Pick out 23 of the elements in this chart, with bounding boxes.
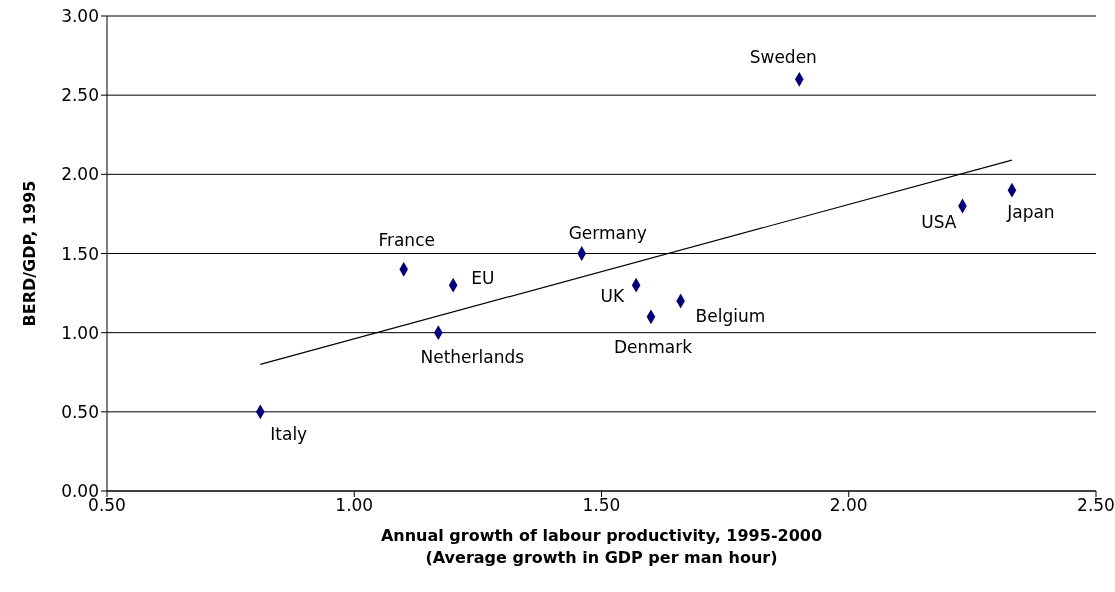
y-tick-label: 1.50 (61, 243, 99, 264)
x-tick-label: 1.50 (582, 495, 621, 516)
x-tick-label: 2.00 (829, 495, 868, 516)
x-tick-label: 1.00 (335, 495, 374, 516)
x-axis-title: Annual growth of labour productivity, 1995-2000 (Average growth in GDP per man hour) (380, 526, 823, 567)
annotation: Japan (1006, 202, 1055, 223)
y-tick-label: 3.00 (61, 6, 99, 27)
annotation: EU (471, 268, 495, 289)
y-tick-label: 0.50 (61, 401, 99, 422)
annotation: UK (600, 286, 625, 307)
annotation: USA (921, 212, 957, 232)
x-tick-label: 2.50 (1077, 495, 1115, 516)
annotation: Belgium (695, 306, 766, 326)
y-tick-label: 1.00 (61, 322, 99, 343)
annotation: France (378, 230, 435, 251)
annotation: Denmark (613, 336, 693, 357)
annotation: Germany (568, 222, 647, 243)
annotation: Sweden (749, 47, 817, 68)
annotation: Netherlands (420, 346, 525, 367)
y-axis-title: BERD/GDP, 1995 (19, 180, 39, 327)
y-tick-label: 2.50 (61, 85, 99, 106)
y-tick-label: 2.00 (61, 164, 99, 185)
annotation: Italy (270, 423, 308, 444)
